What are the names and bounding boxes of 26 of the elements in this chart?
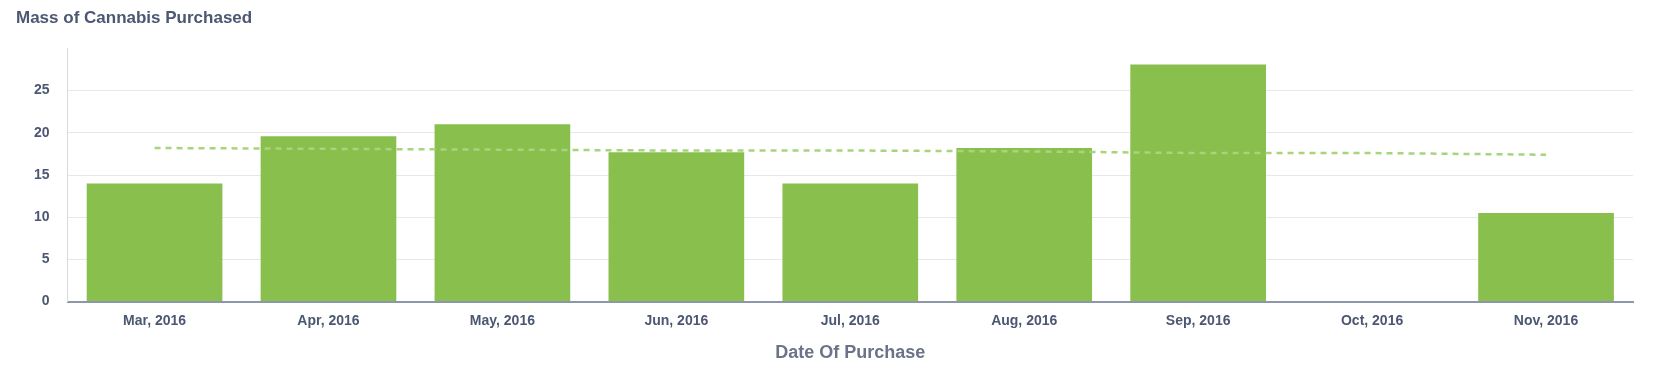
bar	[1130, 64, 1266, 302]
line-series	[153, 146, 1548, 156]
x-tick-label: Jul, 2016	[820, 311, 881, 328]
x-tick-label: May, 2016	[469, 311, 536, 328]
bar	[260, 136, 397, 302]
y-tick-label: 15	[33, 165, 50, 182]
x-tick-label: Nov, 2016	[1513, 311, 1579, 328]
bar	[956, 147, 1093, 302]
x-tick-label: Sep, 2016	[1165, 311, 1231, 328]
x-tick-label: Jun, 2016	[644, 311, 709, 328]
y-tick-label: 10	[33, 208, 50, 225]
x-tick-label: Aug, 2016	[991, 311, 1058, 328]
y-tick-label: 20	[33, 123, 50, 140]
y-tick-label: 0	[41, 292, 50, 309]
bar	[1478, 212, 1614, 302]
bar	[86, 183, 223, 302]
bar	[608, 152, 745, 302]
bar	[782, 183, 919, 302]
bar	[434, 124, 571, 302]
y-tick-label: 25	[33, 81, 50, 98]
x-tick-label: Apr, 2016	[297, 311, 360, 328]
x-tick-label: Oct, 2016	[1340, 311, 1404, 328]
y-tick-label: 5	[41, 250, 50, 267]
x-axis-title: Date Of Purchase	[775, 342, 926, 363]
chart-title: Mass of Cannabis Purchased	[16, 7, 253, 27]
x-tick-label: Mar, 2016	[123, 311, 187, 328]
